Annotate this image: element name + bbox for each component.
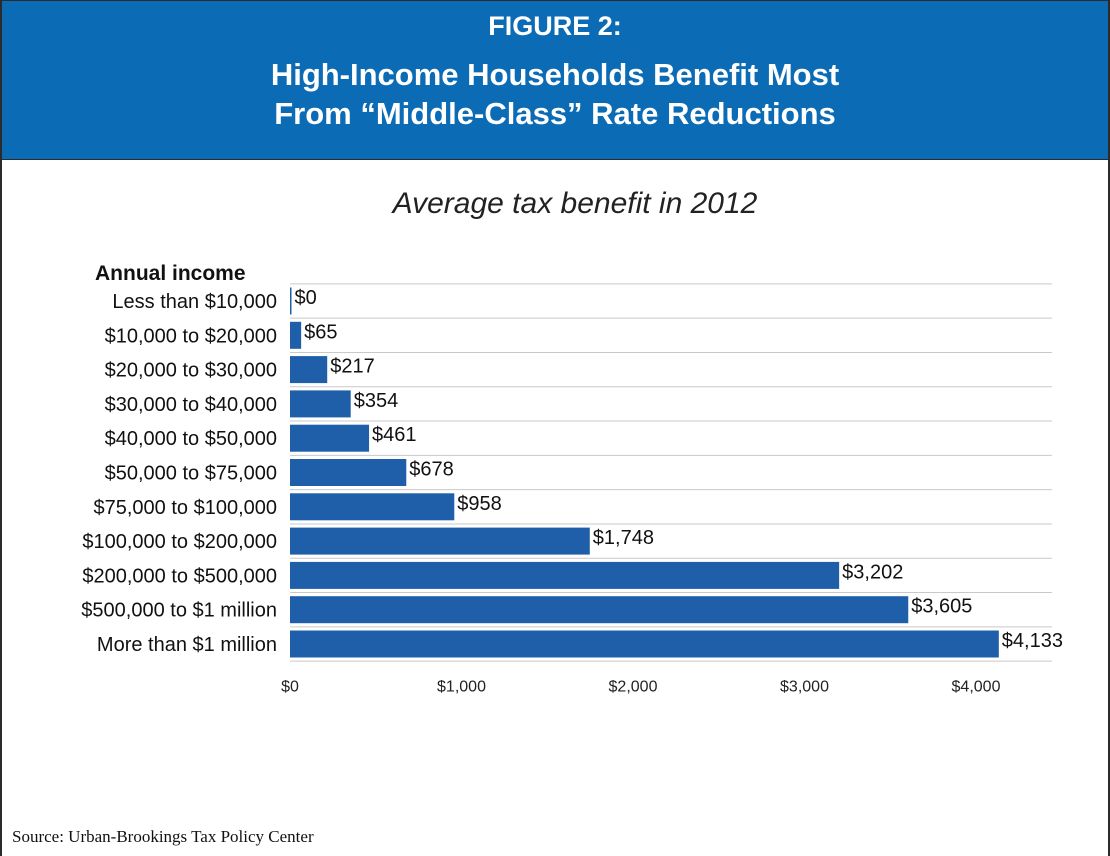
- value-label: $65: [304, 321, 337, 343]
- value-label: $4,133: [1002, 630, 1063, 652]
- category-label: $75,000 to $100,000: [93, 497, 277, 519]
- value-label: $0: [295, 287, 317, 309]
- x-tick-label: $4,000: [952, 679, 1001, 696]
- gridlines: [290, 283, 1052, 662]
- x-tick-label: $2,000: [609, 679, 658, 696]
- bars: [290, 287, 999, 658]
- value-labels: $0 $65 $217 $354 $461 $678$958 $1,748 $3,202 $3,…: [295, 287, 1063, 652]
- value-label: $678: [409, 459, 454, 481]
- bar: [290, 596, 909, 624]
- figure-header: FIGURE 2: High-Income Households Benefit…: [2, 1, 1108, 160]
- value-label: $354: [354, 390, 399, 412]
- bar: [290, 321, 302, 349]
- bar: [290, 493, 455, 521]
- value-label: $461: [372, 424, 417, 446]
- category-label: $30,000 to $40,000: [105, 394, 277, 416]
- value-label: $3,202: [842, 561, 903, 583]
- category-label: $200,000 to $500,000: [82, 565, 277, 587]
- value-label: $217: [330, 356, 375, 378]
- bar: [290, 390, 351, 418]
- chart-subtitle: Average tax benefit in 2012: [391, 187, 758, 220]
- bar: [290, 459, 407, 486]
- bar: [290, 356, 328, 384]
- x-tick-label: $3,000: [780, 679, 829, 696]
- figure-title-line-1: High-Income Households Benefit Most: [270, 57, 840, 92]
- category-label: $500,000 to $1 million: [81, 600, 277, 622]
- x-tick-label: $1,000: [437, 679, 486, 696]
- bar-chart: Average tax benefit in 2012 Annual incom…: [81, 187, 1063, 696]
- category-labels: Less than $10,000 $10,000 to $20,000 $20,0…: [81, 291, 277, 656]
- value-label: $958: [457, 493, 502, 515]
- category-label: $20,000 to $30,000: [105, 360, 277, 382]
- bar: [290, 561, 840, 589]
- x-tick-labels: $0 $1,000 $2,000 $3,000 $4,000: [281, 679, 1000, 696]
- bar: [290, 424, 370, 452]
- figure-title-line-2: From “Middle-Class” Rate Reductions: [274, 96, 836, 131]
- bar: [290, 527, 590, 555]
- y-axis-heading: Annual income: [95, 262, 246, 285]
- bar: [290, 287, 292, 315]
- category-label: Less than $10,000: [112, 291, 277, 313]
- figure-label: FIGURE 2:: [488, 11, 622, 41]
- x-tick-label: $0: [281, 679, 299, 696]
- category-label: $100,000 to $200,000: [82, 531, 277, 553]
- source-note: Source: Urban-Brookings Tax Policy Cente…: [12, 827, 314, 846]
- category-label: $50,000 to $75,000: [105, 463, 277, 485]
- category-label: $40,000 to $50,000: [105, 428, 277, 450]
- category-label: $10,000 to $20,000: [105, 325, 277, 347]
- value-label: $3,605: [911, 596, 972, 618]
- bar: [290, 630, 999, 658]
- value-label: $1,748: [593, 527, 654, 549]
- category-label: More than $1 million: [97, 634, 277, 656]
